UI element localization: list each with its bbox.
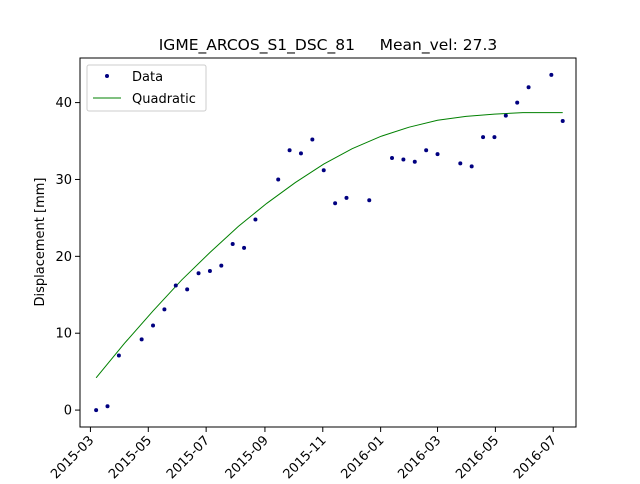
data-point [503, 113, 508, 118]
data-point [230, 242, 235, 247]
series-line-quadratic [95, 112, 563, 379]
data-point [207, 268, 212, 273]
x-axis: 2015-03 2015-05 2015-07 2015-09 2015-11 2016-… [48, 427, 560, 482]
data-point [185, 287, 190, 292]
data-point [242, 245, 247, 250]
data-point [435, 152, 440, 157]
data-point [367, 198, 372, 203]
data-point [94, 408, 99, 413]
data-point [412, 159, 417, 164]
x-tick-label: 2016-05 [453, 433, 502, 480]
chart-title: IGME_ARCOS_S1_DSC_81 Mean_vel: 27.3 [159, 36, 498, 55]
data-point [173, 283, 178, 288]
y-tick-label: 0 [64, 404, 72, 419]
y-tick-label: 20 [55, 250, 72, 265]
data-point [492, 135, 497, 140]
y-axis-label: Displacement [mm] [33, 178, 48, 307]
legend-box [86, 64, 207, 112]
data-point [310, 137, 315, 142]
legend-label-quadratic: Quadratic [132, 92, 196, 107]
y-axis: 0 10 20 30 40 [55, 96, 80, 419]
data-point [401, 157, 406, 162]
data-point [219, 263, 224, 268]
y-tick-label: 40 [55, 96, 72, 111]
data-point [105, 404, 110, 409]
y-tick-label: 30 [55, 173, 72, 188]
data-point [424, 148, 429, 153]
y-tick-label: 10 [55, 327, 72, 342]
legend: Data Quadratic [86, 64, 207, 112]
data-point [549, 72, 554, 77]
data-point [390, 155, 395, 160]
data-point [253, 217, 258, 222]
legend-marker-data [105, 74, 109, 78]
x-tick-label: 2015-03 [48, 433, 97, 480]
data-point [526, 85, 531, 90]
data-point [196, 271, 201, 276]
axes-frame [79, 57, 577, 428]
data-point [321, 168, 326, 173]
x-tick-label: 2016-01 [338, 433, 387, 480]
data-point [333, 201, 338, 206]
x-tick-label: 2016-03 [395, 433, 444, 480]
legend-label-data: Data [132, 70, 163, 85]
x-tick-label: 2015-11 [281, 433, 330, 480]
data-point [560, 119, 565, 124]
data-point [151, 323, 156, 328]
data-point [298, 151, 303, 156]
data-point [287, 148, 292, 153]
plot-area [94, 72, 565, 413]
x-tick-label: 2015-05 [106, 433, 155, 480]
data-point [481, 135, 486, 140]
data-point [162, 307, 167, 312]
data-point [344, 195, 349, 200]
x-tick-label: 2016-07 [511, 433, 560, 480]
x-tick-label: 2015-07 [164, 433, 213, 480]
x-tick-label: 2015-09 [223, 433, 272, 480]
data-point [139, 337, 144, 342]
data-point [515, 100, 520, 105]
data-point [458, 161, 463, 166]
data-point [276, 177, 281, 182]
data-point [116, 353, 121, 358]
data-point [469, 164, 474, 169]
